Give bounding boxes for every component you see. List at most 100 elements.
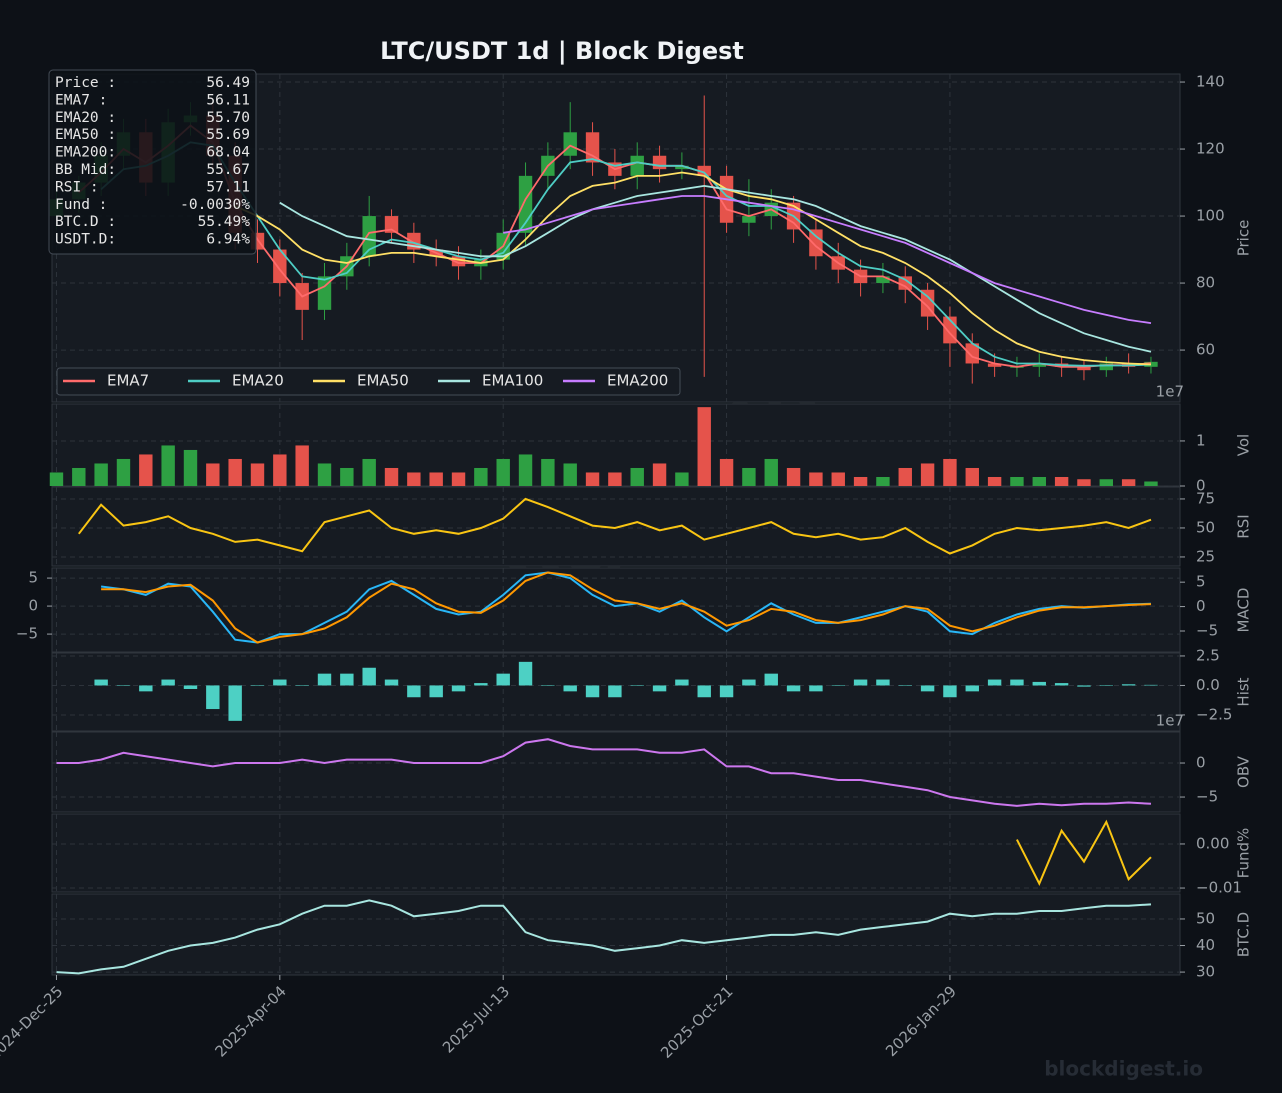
- hist-bar: [496, 673, 510, 686]
- footer: blockdigest.io: [1044, 1057, 1203, 1081]
- y-tick-label: 1: [1196, 431, 1206, 449]
- info-value: 55.70: [206, 110, 250, 126]
- candle-body: [697, 165, 711, 176]
- volume-bar: [496, 458, 510, 486]
- y-tick-label: 80: [1196, 274, 1215, 292]
- candle-body: [742, 216, 756, 223]
- candle-body: [384, 216, 399, 233]
- info-label: BTC.D :: [55, 214, 116, 230]
- volume-bar: [72, 467, 86, 486]
- candle-body: [518, 175, 533, 233]
- y-tick-label: 0.0: [1196, 676, 1220, 694]
- hist-bar: [407, 685, 421, 698]
- volume-bar: [719, 458, 734, 486]
- y-axis-label: MACD: [1235, 588, 1253, 633]
- volume-bar: [943, 458, 957, 486]
- volume-bar: [630, 467, 644, 486]
- volume-bar: [317, 463, 332, 486]
- chart-title: LTC/USDT 1d | Block Digest: [380, 37, 744, 65]
- volume-bar: [1032, 476, 1046, 486]
- hist-bar: [853, 679, 868, 686]
- hist-bar: [228, 685, 242, 721]
- y-tick-label: 100: [1196, 207, 1225, 225]
- y-tick-label: 75: [1196, 489, 1215, 507]
- y-tick-label: 0: [28, 597, 38, 615]
- series-line: [78, 124, 1152, 368]
- hist-bar: [786, 685, 801, 692]
- series-line: [100, 571, 1152, 644]
- hist-bar: [1032, 681, 1046, 686]
- volume-bar: [809, 472, 823, 486]
- hist-bar: [987, 679, 1002, 686]
- candle-body: [652, 155, 667, 170]
- series-line: [279, 184, 1152, 353]
- hist-bar: [451, 685, 466, 692]
- candle-body: [987, 363, 1002, 367]
- hist-bar: [1077, 685, 1091, 687]
- info-box: Price : 56.49 EMA7 : 56.11 EMA20 : 55.70 EMA50…: [48, 69, 257, 255]
- y-tick-label: −0.01: [1196, 879, 1242, 897]
- volume-bar: [608, 472, 622, 486]
- volume-bar: [987, 476, 1002, 486]
- y-axis-label: Hist: [1235, 677, 1253, 706]
- volume-bar: [742, 467, 756, 486]
- series-line: [56, 899, 1152, 975]
- volume-bar: [518, 454, 533, 486]
- volume-bar: [1054, 476, 1069, 486]
- volume-bar: [965, 467, 979, 486]
- y-axis-label: Fund%: [1235, 828, 1253, 879]
- panel: [51, 893, 1181, 976]
- info-value: 56.11: [206, 92, 250, 108]
- volume-bar: [786, 467, 801, 486]
- volume-bar: [876, 476, 890, 486]
- hist-bar: [652, 685, 667, 692]
- series-line: [1016, 819, 1152, 886]
- series-line: [101, 571, 1152, 644]
- volume-bar: [541, 458, 555, 486]
- info-value: 56.49: [206, 75, 250, 91]
- legend-box: [56, 367, 681, 396]
- info-label: USDT.D:: [55, 232, 116, 248]
- volume-bar: [183, 449, 198, 486]
- volume-bar: [228, 458, 242, 486]
- panel: [51, 813, 1181, 893]
- y-tick-label: −2.5: [1196, 705, 1232, 723]
- y-tick-label: 30: [1196, 963, 1215, 981]
- hist-bar: [943, 685, 957, 698]
- volume-bar: [585, 472, 600, 486]
- y-axis-label: Price: [1235, 220, 1253, 257]
- legend-label: EMA50: [357, 372, 409, 390]
- y-tick-label: −5: [16, 625, 38, 643]
- hist-bar: [764, 673, 778, 686]
- volume-bar: [139, 454, 153, 486]
- volume-bar: [1099, 479, 1113, 486]
- volume-bar: [1121, 479, 1136, 486]
- offset-label: 1e7: [1156, 712, 1184, 730]
- hist-bar: [675, 679, 689, 686]
- volume-bar: [295, 445, 309, 486]
- hist-bar: [250, 685, 265, 686]
- candle-body: [563, 132, 577, 156]
- hist-bar: [563, 685, 577, 692]
- hist-bar: [876, 679, 890, 686]
- hist-bar: [429, 685, 443, 698]
- panel: [51, 567, 1181, 653]
- volume-bar: [340, 467, 354, 486]
- hist-bar: [1010, 679, 1024, 686]
- legend: EMA7 EMA20 EMA50 EMA100 EMA200: [56, 367, 681, 396]
- volume-bar: [764, 458, 778, 486]
- candle-body: [809, 229, 823, 257]
- volume-bar: [652, 463, 667, 486]
- hist-bar: [585, 685, 600, 698]
- hist-bar: [965, 685, 979, 692]
- y-tick-label: 0: [1196, 754, 1206, 772]
- hist-bar: [608, 685, 622, 698]
- y-axis-label: RSI: [1235, 514, 1253, 538]
- y-tick-label: 50: [1196, 909, 1215, 927]
- volume-bar: [853, 476, 868, 486]
- y-tick-label: −5: [1196, 788, 1218, 806]
- hist-bar: [831, 685, 845, 686]
- volume-bar: [451, 472, 466, 486]
- hist-bar: [809, 685, 823, 692]
